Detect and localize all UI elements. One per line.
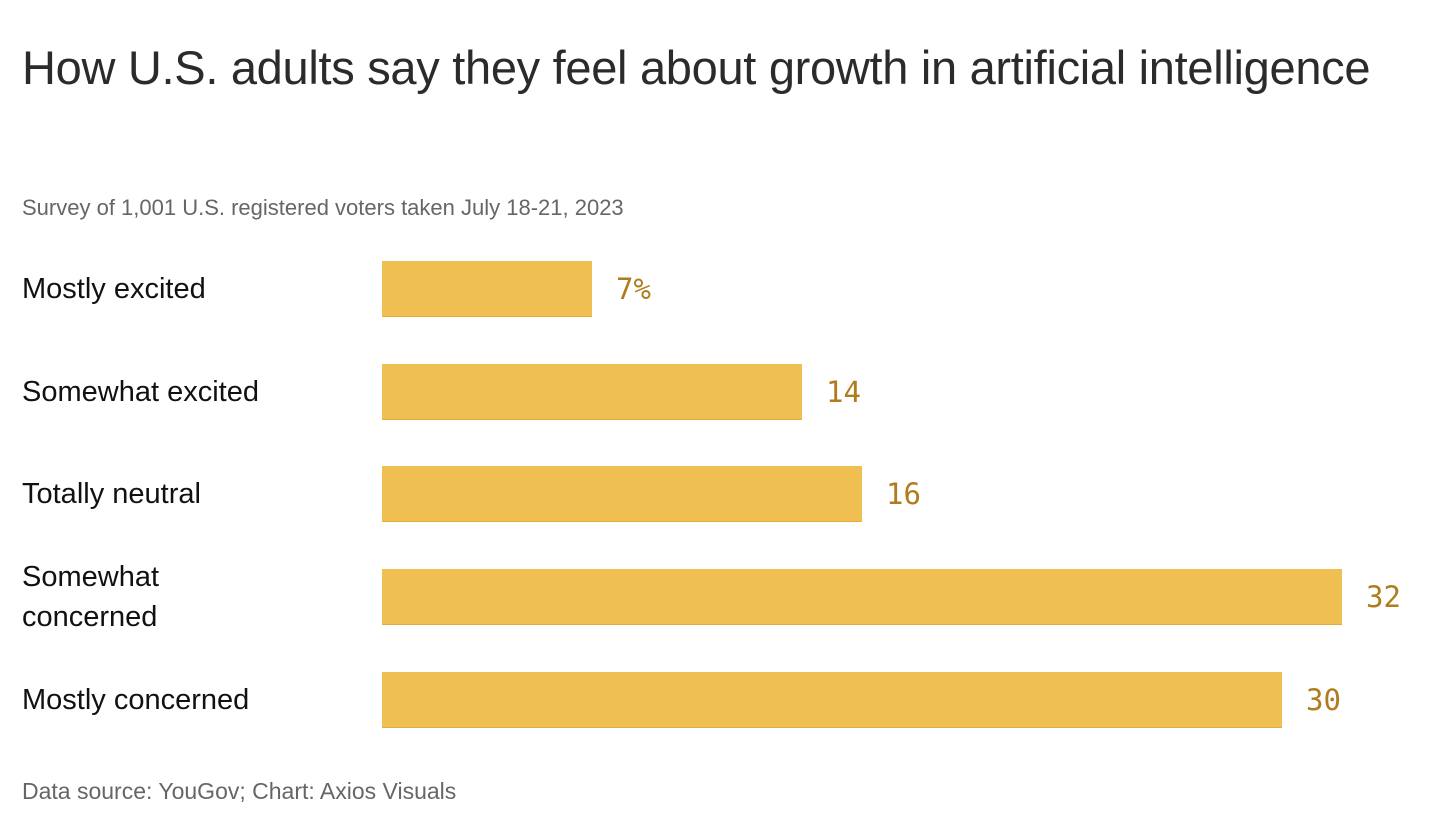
category-label: Somewhat excited: [22, 376, 259, 408]
value-label: 16: [886, 477, 921, 511]
bar: [382, 466, 862, 522]
category-label: Somewhat concerned: [22, 561, 160, 633]
chart-title: How U.S. adults say they feel about grow…: [22, 41, 1371, 94]
value-label: 32: [1366, 580, 1401, 614]
category-label: Mostly excited: [22, 273, 206, 305]
value-label: 7%: [616, 272, 651, 306]
bar: [382, 364, 802, 420]
category-label: Mostly concerned: [22, 684, 250, 716]
chart-footer: Data source: YouGov; Chart: Axios Visual…: [22, 778, 457, 804]
chart-subtitle: Survey of 1,001 U.S. registered voters t…: [22, 195, 624, 220]
category-label: Totally neutral: [22, 478, 201, 510]
bar: [382, 569, 1342, 625]
bar: [382, 672, 1282, 728]
value-label: 14: [826, 375, 861, 409]
bar: [382, 261, 592, 317]
value-label: 30: [1306, 683, 1341, 717]
